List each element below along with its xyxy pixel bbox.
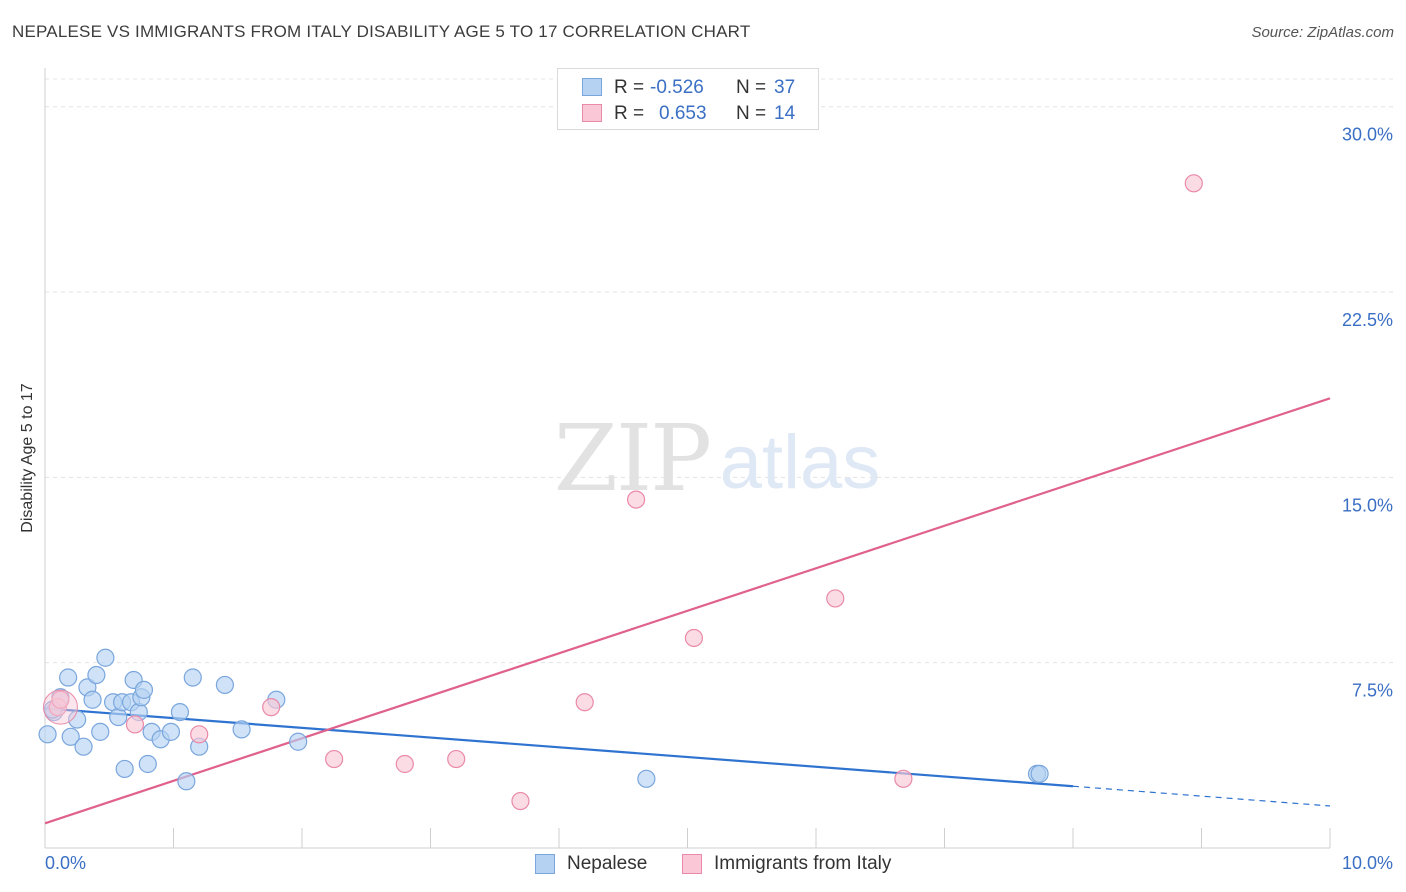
r-label: R = [614, 77, 645, 98]
point-nepalese [74, 737, 93, 756]
point-nepalese [232, 720, 251, 739]
r-label: R = [614, 103, 645, 124]
y-tick-label: 7.5% [1352, 681, 1393, 701]
point-nepalese [177, 772, 196, 791]
point-italy [325, 749, 344, 769]
point-italy [1184, 174, 1203, 193]
point-nepalese [109, 707, 128, 727]
data-points [38, 174, 1203, 811]
point-nepalese [61, 727, 80, 746]
legend-label-italy: Immigrants from Italy [714, 853, 892, 874]
n-label: N = [736, 77, 767, 98]
point-italy [894, 769, 913, 788]
axes [44, 68, 1331, 849]
point-nepalese [170, 702, 190, 722]
point-nepalese [83, 690, 102, 709]
point-nepalese [91, 722, 110, 741]
correlation-legend: R = -0.526 N = 37 R = 0.653 N = 14 [557, 68, 819, 130]
x-tick-label: 10.0% [1342, 853, 1393, 873]
point-nepalese [161, 722, 181, 741]
point-nepalese [637, 769, 656, 788]
point-italy-cluster [42, 689, 78, 725]
point-italy [826, 589, 845, 608]
point-italy [447, 749, 466, 769]
n-label: N = [736, 103, 767, 124]
point-italy [262, 698, 281, 717]
point-nepalese [183, 668, 202, 687]
legend-swatch-italy [582, 104, 602, 122]
point-nepalese [1030, 764, 1049, 783]
point-italy [684, 628, 704, 648]
point-nepalese [138, 754, 157, 774]
point-nepalese [134, 680, 154, 699]
point-italy [575, 693, 594, 712]
x-tick-label: 0.0% [45, 853, 86, 873]
point-nepalese [215, 675, 234, 695]
point-italy [395, 754, 414, 774]
n-value: 37 [774, 77, 796, 98]
r-value: 0.653 [659, 103, 707, 124]
tick-labels: 7.5% 15.0% 22.5% 30.0% 0.0% 10.0% [45, 125, 1393, 873]
y-tick-label: 22.5% [1342, 310, 1393, 330]
point-nepalese [59, 668, 78, 687]
legend-swatch-italy [682, 854, 702, 874]
trend-line-extension [1072, 785, 1331, 807]
point-italy [51, 690, 70, 709]
watermark-atlas: atlas [720, 420, 881, 505]
point-nepalese [87, 665, 106, 685]
r-value: -0.526 [650, 77, 704, 98]
point-italy [190, 725, 209, 744]
point-italy [511, 791, 530, 811]
trend-line-1 [44, 397, 1331, 825]
point-italy [626, 490, 646, 509]
point-italy [125, 715, 145, 734]
grid-lines [45, 78, 1395, 664]
y-tick-label: 15.0% [1342, 495, 1393, 515]
legend-swatch-nepalese [582, 78, 602, 96]
point-nepalese [289, 732, 308, 751]
chart-source: Source: ZipAtlas.com [1251, 24, 1394, 41]
y-tick-label: 30.0% [1342, 125, 1393, 145]
legend-swatch-nepalese [535, 854, 555, 874]
series-legend: Nepalese Immigrants from Italy [0, 852, 1406, 878]
point-nepalese [38, 725, 57, 744]
point-nepalese [115, 759, 134, 779]
point-nepalese [96, 648, 115, 667]
watermark: ZIP atlas [554, 405, 880, 512]
chart-title: NEPALESE VS IMMIGRANTS FROM ITALY DISABI… [12, 22, 751, 41]
n-value: 14 [774, 103, 796, 124]
legend-label-nepalese: Nepalese [567, 853, 648, 874]
